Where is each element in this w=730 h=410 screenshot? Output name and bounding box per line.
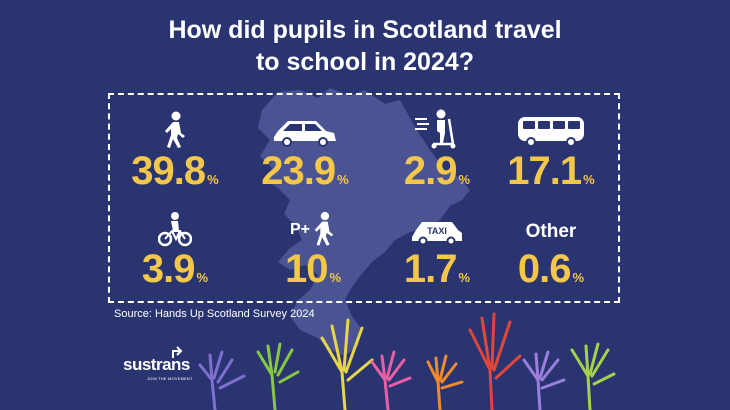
park-and-stride-icon: P+ — [248, 205, 378, 247]
stat-park-and-stride: P+ 10% — [248, 205, 378, 300]
stats-panel: 39.8% 23.9% 2 — [108, 93, 620, 303]
stat-value: 10 — [284, 247, 328, 291]
percent-sign: % — [458, 172, 471, 187]
sustrans-logo: sustrans JOIN THE MOVEMENT — [123, 346, 193, 381]
percent-sign: % — [196, 270, 209, 285]
stat-value: 39.8 — [131, 149, 206, 193]
stat-value: 17.1 — [507, 149, 582, 193]
stat-scooter: 2.9% — [372, 107, 502, 202]
other-label: Other — [525, 221, 577, 242]
bicycle-icon — [110, 205, 240, 247]
car-icon — [240, 107, 370, 149]
percent-sign: % — [572, 270, 585, 285]
stat-car: 23.9% — [240, 107, 370, 202]
stat-other: Other 0.6% — [486, 205, 616, 300]
stat-value: 1.7 — [403, 247, 458, 291]
page-title: How did pupils in Scotland travel to sch… — [0, 14, 730, 78]
title-line-2: to school in 2024? — [255, 48, 475, 76]
percent-sign: % — [337, 172, 349, 187]
stat-value: 23.9 — [261, 149, 336, 193]
stat-value: 2.9 — [403, 149, 458, 193]
logo-text: sustrans — [123, 355, 190, 374]
source-note: Source: Hands Up Scotland Survey 2024 — [114, 308, 315, 320]
park-and-stride-label: P+ — [289, 221, 310, 238]
scooter-icon — [372, 107, 502, 149]
percent-sign: % — [207, 172, 219, 187]
stat-value: 3.9 — [141, 247, 196, 291]
percent-sign: % — [458, 270, 471, 285]
logo-arrow-icon — [172, 346, 183, 358]
stat-bicycle: 3.9% — [110, 205, 240, 300]
bus-icon — [486, 107, 616, 149]
taxi-icon: TAXI — [372, 205, 502, 247]
stat-value: 0.6 — [517, 247, 572, 291]
percent-sign: % — [329, 270, 342, 285]
walking-person-icon — [110, 107, 240, 149]
stat-bus: 17.1% — [486, 107, 616, 202]
stat-taxi: TAXI 1.7% — [372, 205, 502, 300]
stat-walking: 39.8% — [110, 107, 240, 202]
logo-tagline: JOIN THE MOVEMENT — [147, 376, 193, 381]
taxi-label: TAXI — [427, 226, 447, 236]
percent-sign: % — [583, 172, 595, 187]
title-line-1: How did pupils in Scotland travel — [168, 16, 562, 44]
